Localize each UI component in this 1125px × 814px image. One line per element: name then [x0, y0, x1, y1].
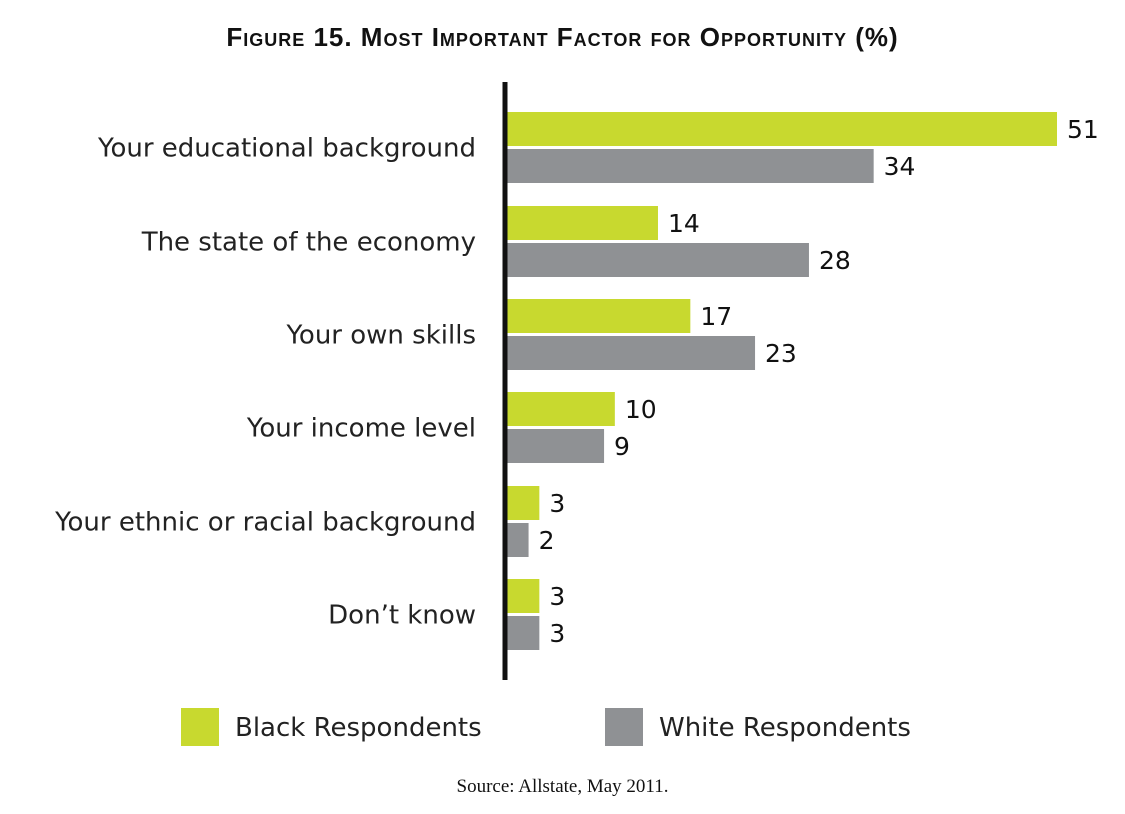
data-label: 2	[539, 526, 555, 555]
bar	[507, 149, 874, 183]
data-label: 3	[549, 489, 565, 518]
bar	[507, 579, 540, 613]
data-label: 17	[700, 302, 732, 331]
labels-group: Your educational background 51 34 The state…	[54, 115, 1099, 648]
bar	[507, 616, 540, 650]
data-label: 34	[884, 152, 916, 181]
data-label: 3	[549, 582, 565, 611]
legend: Black Respondents White Respondents	[181, 708, 911, 746]
data-label: 10	[625, 395, 657, 424]
bar	[507, 243, 809, 277]
data-label: 14	[668, 209, 700, 238]
category-label: Your educational background	[97, 134, 476, 164]
category-label: Don’t know	[328, 601, 476, 631]
data-label: 28	[819, 246, 851, 275]
source-note: Source: Allstate, May 2011.	[456, 776, 669, 797]
legend-label: White Respondents	[659, 713, 911, 743]
bar	[507, 429, 605, 463]
bar	[507, 392, 615, 426]
data-label: 3	[549, 619, 565, 648]
chart-title-text: Figure 15. Most Important Factor for Opp…	[226, 22, 899, 52]
data-label: 51	[1067, 115, 1099, 144]
data-label: 23	[765, 339, 797, 368]
bar	[507, 206, 658, 240]
chart-title: Figure 15. Most Important Factor for Opp…	[0, 22, 1125, 53]
bar	[507, 486, 540, 520]
bar	[507, 523, 529, 557]
bar	[507, 336, 756, 370]
bar	[507, 112, 1057, 146]
legend-label: Black Respondents	[235, 713, 482, 743]
bar	[507, 299, 691, 333]
legend-swatch	[605, 708, 643, 746]
data-label: 9	[614, 432, 630, 461]
category-label: Your ethnic or racial background	[54, 508, 476, 538]
bars-group	[507, 112, 1057, 650]
category-label: Your own skills	[285, 321, 476, 351]
category-label: The state of the economy	[141, 228, 476, 258]
category-label: Your income level	[246, 414, 476, 444]
legend-swatch	[181, 708, 219, 746]
